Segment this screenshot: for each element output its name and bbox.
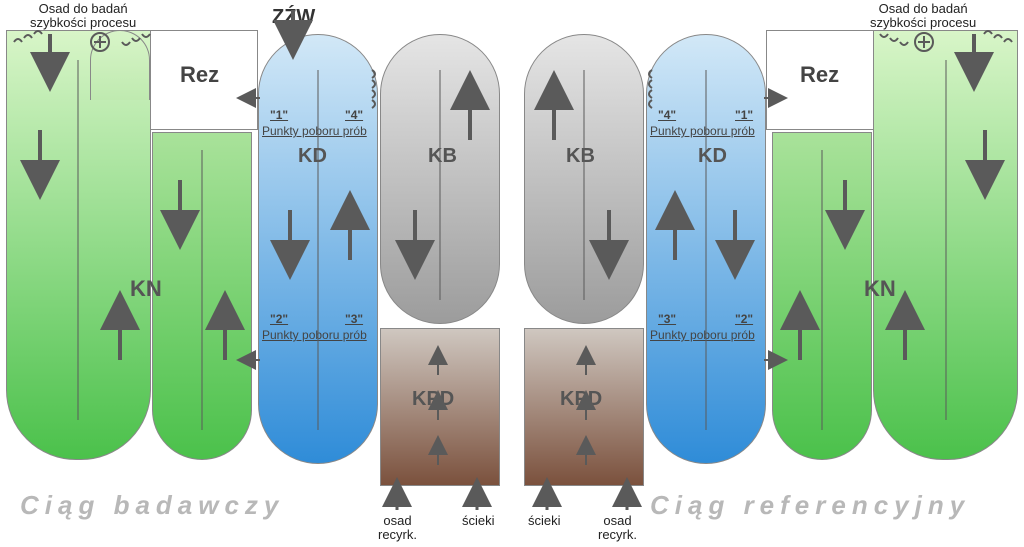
sample-right-text-top: Punkty poboru prób [650, 124, 755, 138]
kd-left-label: KD [298, 145, 327, 168]
footer-right: Ciąg referencyjny [650, 490, 970, 521]
kpd-right-label: KPD [560, 388, 602, 411]
kb-right [524, 34, 644, 324]
sample-right-1: "1" [735, 108, 753, 122]
sample-left-1: "1" [270, 108, 288, 122]
kn-left-inner [152, 132, 252, 460]
scieki-right: ścieki [528, 514, 561, 528]
sample-left-3: "3" [345, 312, 363, 326]
kb-left [380, 34, 500, 324]
osad-note-right: Osad do badań szybkości procesu [870, 2, 976, 31]
osad-recy-right: osad recyrk. [598, 514, 637, 543]
kn-left-label: KN [130, 276, 162, 302]
sample-right-text-bot: Punkty poboru prób [650, 328, 755, 342]
kpd-left-label: KPD [412, 388, 454, 411]
kn-left-inner-top [90, 30, 150, 100]
sample-right-4: "4" [658, 108, 676, 122]
sample-right-3: "3" [658, 312, 676, 326]
kd-left [258, 34, 378, 464]
osad-recy-left: osad recyrk. [378, 514, 417, 543]
zzw-label: ZŹW [272, 6, 315, 29]
sample-left-text-bot: Punkty poboru prób [262, 328, 367, 342]
osad-note-left: Osad do badań szybkości procesu [30, 2, 136, 31]
kn-right-outer [873, 30, 1018, 460]
rez-right-label: Rez [800, 62, 839, 88]
kn-right-label: KN [864, 276, 896, 302]
kd-right-label: KD [698, 145, 727, 168]
kb-left-label: KB [428, 145, 457, 168]
footer-left: Ciąg badawczy [20, 490, 284, 521]
sample-left-2: "2" [270, 312, 288, 326]
kb-right-label: KB [566, 145, 595, 168]
sample-right-2: "2" [735, 312, 753, 326]
kn-right-inner [772, 132, 872, 460]
sample-left-text-top: Punkty poboru prób [262, 124, 367, 138]
kd-right [646, 34, 766, 464]
scieki-left: ścieki [462, 514, 495, 528]
rez-left-label: Rez [180, 62, 219, 88]
sample-left-4: "4" [345, 108, 363, 122]
